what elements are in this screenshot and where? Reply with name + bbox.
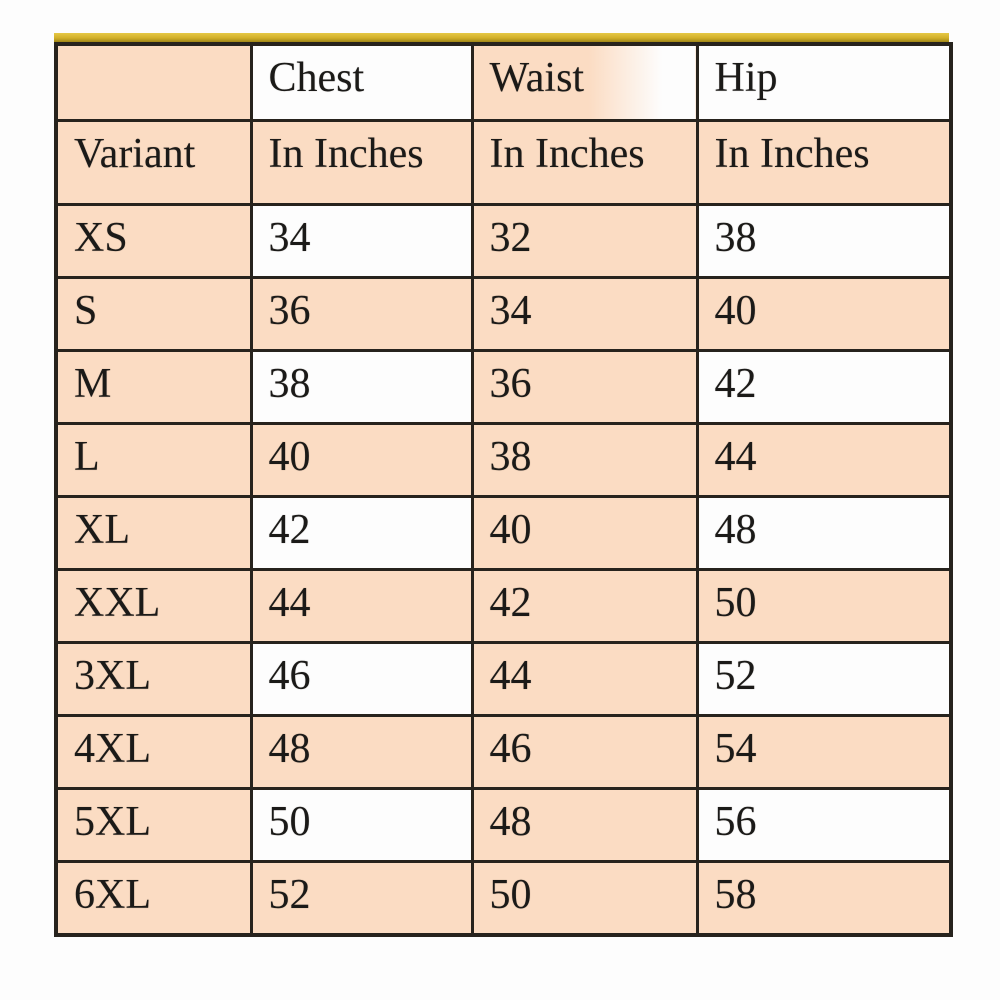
row-l: L 40 38 44 xyxy=(54,422,953,498)
variant-cell: XS xyxy=(54,203,253,279)
variant-cell: 6XL xyxy=(54,860,253,937)
variant-cell: M xyxy=(54,349,253,425)
chest-value-cell: 44 xyxy=(249,568,474,644)
row-xs: XS 34 32 38 xyxy=(54,203,953,279)
chest-value-cell: 34 xyxy=(249,203,474,279)
hip-value-cell: 42 xyxy=(695,349,953,425)
chest-value-cell: 48 xyxy=(249,714,474,790)
row-4xl: 4XL 48 46 54 xyxy=(54,714,953,790)
hip-value-cell: 52 xyxy=(695,641,953,717)
size-chart-table: Chest Waist Hip Variant In Inches In Inc… xyxy=(54,42,953,937)
size-chart-container: Chest Waist Hip Variant In Inches In Inc… xyxy=(54,33,953,937)
header-cell-chest: Chest xyxy=(249,42,474,122)
row-5xl: 5XL 50 48 56 xyxy=(54,787,953,863)
variant-cell: XL xyxy=(54,495,253,571)
variant-cell: 3XL xyxy=(54,641,253,717)
chest-value-cell: 52 xyxy=(249,860,474,937)
variant-cell: S xyxy=(54,276,253,352)
hip-value-cell: 56 xyxy=(695,787,953,863)
hip-value-cell: 50 xyxy=(695,568,953,644)
variant-cell: L xyxy=(54,422,253,498)
waist-value-cell: 50 xyxy=(470,860,699,937)
unit-cell-waist: In Inches xyxy=(470,119,699,206)
waist-value-cell: 38 xyxy=(470,422,699,498)
unit-cell-hip: In Inches xyxy=(695,119,953,206)
waist-value-cell: 44 xyxy=(470,641,699,717)
waist-value-cell: 40 xyxy=(470,495,699,571)
hip-value-cell: 38 xyxy=(695,203,953,279)
header-cell-waist: Waist xyxy=(470,42,699,122)
unit-cell-chest: In Inches xyxy=(249,119,474,206)
chest-value-cell: 36 xyxy=(249,276,474,352)
row-xxl: XXL 44 42 50 xyxy=(54,568,953,644)
waist-value-cell: 34 xyxy=(470,276,699,352)
header-cell-variant: Variant xyxy=(54,119,253,206)
header-row-units: Variant In Inches In Inches In Inches xyxy=(54,119,953,206)
row-6xl: 6XL 52 50 58 xyxy=(54,860,953,937)
waist-value-cell: 32 xyxy=(470,203,699,279)
chest-value-cell: 38 xyxy=(249,349,474,425)
row-s: S 36 34 40 xyxy=(54,276,953,352)
header-cell-hip: Hip xyxy=(695,42,953,122)
hip-value-cell: 58 xyxy=(695,860,953,937)
hip-value-cell: 48 xyxy=(695,495,953,571)
variant-cell: XXL xyxy=(54,568,253,644)
chest-value-cell: 42 xyxy=(249,495,474,571)
chest-value-cell: 40 xyxy=(249,422,474,498)
row-m: M 38 36 42 xyxy=(54,349,953,425)
waist-value-cell: 36 xyxy=(470,349,699,425)
hip-value-cell: 40 xyxy=(695,276,953,352)
waist-value-cell: 46 xyxy=(470,714,699,790)
waist-value-cell: 42 xyxy=(470,568,699,644)
hip-value-cell: 54 xyxy=(695,714,953,790)
row-3xl: 3XL 46 44 52 xyxy=(54,641,953,717)
top-accent-stripe xyxy=(54,33,949,42)
row-xl: XL 42 40 48 xyxy=(54,495,953,571)
variant-cell: 5XL xyxy=(54,787,253,863)
waist-value-cell: 48 xyxy=(470,787,699,863)
chest-value-cell: 46 xyxy=(249,641,474,717)
header-row-measurements: Chest Waist Hip xyxy=(54,42,953,122)
chest-value-cell: 50 xyxy=(249,787,474,863)
hip-value-cell: 44 xyxy=(695,422,953,498)
corner-cell xyxy=(54,42,253,122)
variant-cell: 4XL xyxy=(54,714,253,790)
